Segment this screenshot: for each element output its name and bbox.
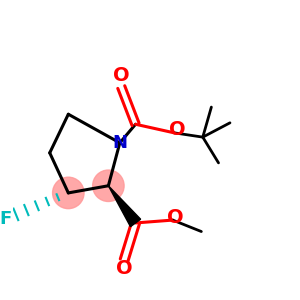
Circle shape	[93, 170, 124, 202]
Text: N: N	[112, 134, 127, 152]
Text: O: O	[116, 259, 132, 278]
Text: O: O	[167, 208, 184, 227]
Text: O: O	[113, 66, 130, 85]
Circle shape	[52, 177, 84, 208]
Polygon shape	[108, 186, 141, 227]
Text: O: O	[169, 121, 185, 140]
Text: F: F	[0, 210, 11, 228]
